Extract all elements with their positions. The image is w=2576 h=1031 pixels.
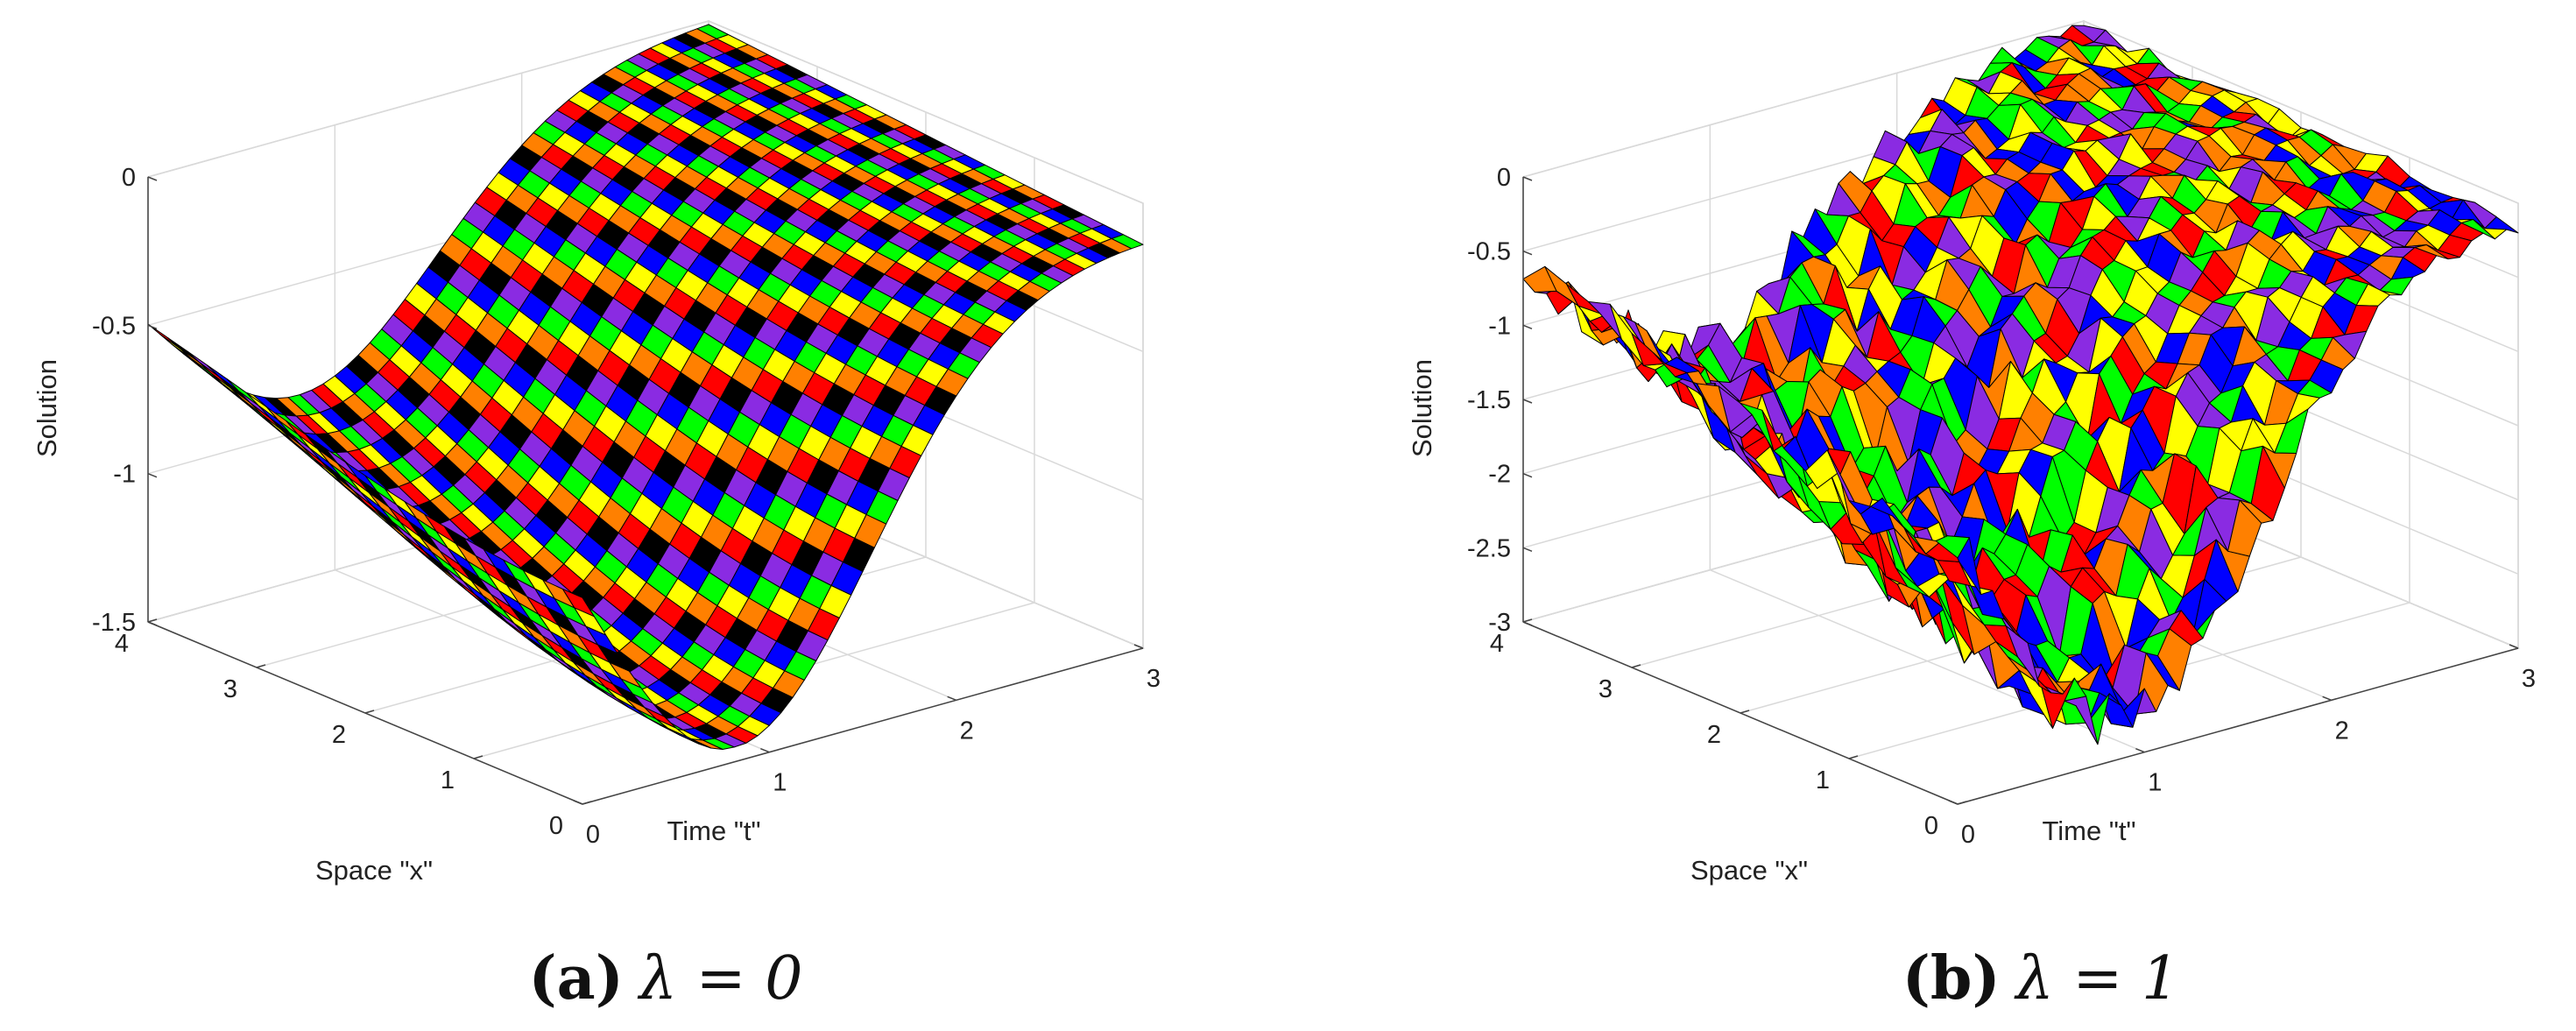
panel-caption: (b) λ = 1	[1902, 943, 2179, 1013]
solution-tick-label: -1.5	[92, 609, 136, 637]
time-tick-mark	[1948, 800, 1958, 805]
solution-tick-mark	[147, 621, 158, 626]
time-axis-line	[582, 647, 1144, 805]
time-tick-label: 2	[2335, 717, 2349, 745]
space-tick-label: 4	[115, 630, 129, 658]
space-tick-mark	[1957, 801, 1967, 805]
caption-label: (b)	[1902, 943, 2001, 1013]
time-tick-mark	[2509, 644, 2519, 649]
time-tick-mark	[760, 747, 770, 753]
solution-tick-mark	[1522, 547, 1533, 553]
time-tick-label: 0	[1961, 821, 1975, 849]
axes: 0 1 2 3 0 1 2 3 4 0 -0.5 -1 -1.5 Time "t" Space "x" Sol…	[32, 164, 1161, 886]
solution-tick-label: -2	[1488, 461, 1511, 489]
panel-a: 0 1 2 3 0 1 2 3 4 0 -0.5 -1 -1.5 Time "t" Space "x" Sol…	[32, 19, 1161, 1013]
space-tick-label: 3	[1599, 675, 1613, 703]
space-tick-mark	[1740, 710, 1750, 714]
time-tick-label: 2	[960, 717, 974, 745]
solution-tick-mark	[1522, 621, 1533, 626]
space-tick-mark	[473, 755, 483, 759]
time-axis-line	[1957, 647, 2519, 805]
surface-patch	[562, 589, 595, 618]
grid-line	[1522, 20, 2085, 178]
solution-tick-mark	[1522, 399, 1533, 404]
time-tick-mark	[2135, 747, 2145, 753]
solution-tick-label: -0.5	[1467, 238, 1511, 266]
time-tick-mark	[2322, 696, 2332, 702]
time-tick-label: 0	[586, 821, 600, 849]
time-axis-label: Time "t"	[2043, 816, 2136, 846]
solution-tick-mark	[1522, 250, 1533, 256]
space-tick-mark	[582, 801, 592, 805]
time-tick-mark	[573, 800, 583, 805]
time-tick-mark	[1133, 644, 1144, 649]
space-axis-label: Space "x"	[315, 855, 433, 886]
space-tick-label: 0	[549, 812, 563, 840]
time-tick-mark	[947, 696, 956, 702]
solution-tick-mark	[147, 324, 158, 330]
surface-patch	[1935, 535, 1970, 559]
space-tick-label: 3	[223, 675, 237, 703]
solution-tick-mark	[1522, 176, 1533, 181]
space-tick-label: 2	[1707, 721, 1721, 749]
solution-tick-label: -2.5	[1467, 534, 1511, 562]
solution-tick-label: -1	[113, 461, 136, 489]
space-tick-label: 0	[1924, 812, 1938, 840]
solution-tick-mark	[1522, 472, 1533, 478]
time-tick-label: 1	[773, 769, 787, 797]
solution-tick-label: -1	[1488, 312, 1511, 340]
space-tick-label: 2	[332, 721, 346, 749]
solution-axis-label: Solution	[1407, 359, 1437, 457]
space-tick-mark	[147, 618, 158, 623]
solution-tick-label: -0.5	[92, 312, 136, 340]
solution-tick-label: 0	[1497, 164, 1511, 192]
space-tick-mark	[364, 710, 375, 714]
time-tick-label: 1	[2148, 769, 2162, 797]
panel-caption: (a) λ = 0	[529, 943, 803, 1013]
axes: 0 1 2 3 0 1 2 3 4 0 -0.5 -1 -1.5 -2 -2.5 -3 Time "t" Spac…	[1407, 164, 2536, 886]
space-tick-label: 1	[441, 766, 455, 794]
space-tick-label: 1	[1816, 766, 1830, 794]
space-tick-label: 4	[1490, 630, 1504, 658]
caption-math: λ = 1	[2014, 944, 2180, 1013]
grid-line	[147, 20, 709, 178]
solution-tick-label: 0	[122, 164, 136, 192]
space-tick-mark	[1631, 664, 1641, 668]
time-tick-label: 3	[1147, 665, 1161, 693]
caption-math: λ = 0	[637, 944, 803, 1013]
grid-line	[708, 20, 1144, 204]
solution-tick-mark	[147, 472, 158, 478]
time-tick-label: 3	[2522, 665, 2536, 693]
space-tick-mark	[256, 664, 266, 668]
surface-mesh	[147, 24, 1144, 750]
grid-line	[2083, 20, 2519, 204]
solution-tick-mark	[1522, 324, 1533, 330]
solution-tick-label: -3	[1488, 609, 1511, 637]
solution-tick-label: -1.5	[1467, 386, 1511, 414]
space-tick-mark	[1848, 755, 1859, 759]
solution-tick-mark	[147, 176, 158, 181]
surface-mesh	[1522, 25, 2519, 745]
panel-b: 0 1 2 3 0 1 2 3 4 0 -0.5 -1 -1.5 -2 -2.5 -3 Time "t" Spac…	[1407, 19, 2536, 1013]
space-tick-mark	[1522, 618, 1533, 623]
caption-label: (a)	[529, 943, 624, 1013]
space-axis-label: Space "x"	[1690, 855, 1808, 886]
solution-axis-label: Solution	[32, 359, 62, 457]
time-axis-label: Time "t"	[667, 816, 761, 846]
